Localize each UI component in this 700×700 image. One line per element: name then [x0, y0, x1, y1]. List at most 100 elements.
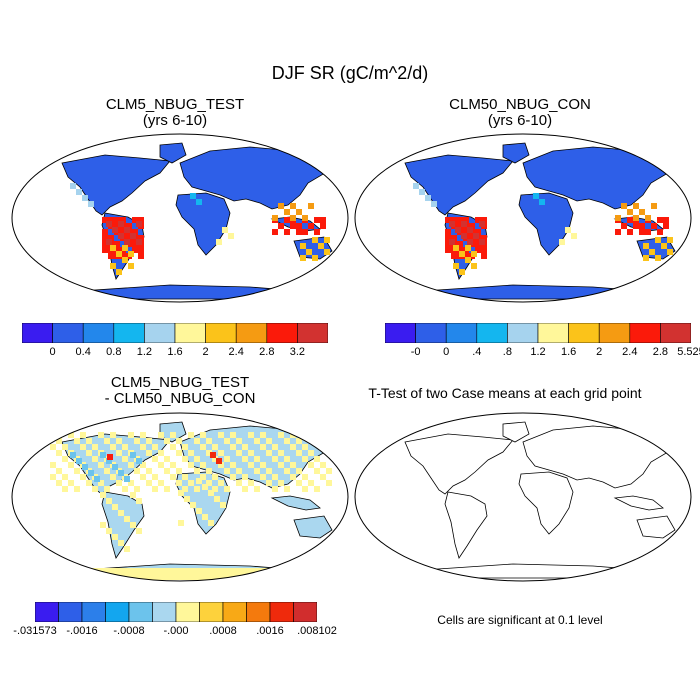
- grid-cell: [290, 474, 296, 480]
- grid-cell: [138, 253, 144, 259]
- grid-cell: [98, 462, 104, 468]
- colorbar-swatch: [235, 323, 268, 343]
- grid-cell: [80, 474, 86, 480]
- colorbar-tick-label: 1.2: [136, 346, 153, 358]
- grid-cell: [98, 574, 104, 580]
- grid-cell: [308, 480, 314, 486]
- grid-cell: [296, 209, 302, 215]
- grid-cell: [158, 462, 164, 468]
- grid-cell: [122, 245, 128, 251]
- grid-cell: [272, 444, 278, 450]
- grid-cell: [110, 245, 116, 251]
- grid-cell: [278, 203, 284, 209]
- grid-cell: [248, 568, 254, 574]
- grid-cell: [146, 568, 152, 574]
- grid-cell: [116, 269, 122, 275]
- grid-cell: [230, 444, 236, 450]
- grid-cell: [260, 462, 266, 468]
- grid-cell: [106, 528, 112, 534]
- grid-cell: [326, 468, 332, 474]
- grid-cell: [98, 480, 104, 486]
- grid-cell: [663, 223, 669, 229]
- grid-cell: [56, 450, 62, 456]
- grid-cell: [284, 574, 290, 580]
- landmass: [444, 491, 488, 559]
- grid-cell: [260, 444, 266, 450]
- grid-cell: [128, 462, 134, 468]
- colorbar-tick-label: .0008: [209, 625, 237, 637]
- grid-cell: [667, 249, 673, 255]
- grid-cell: [74, 438, 80, 444]
- grid-cell: [218, 432, 224, 438]
- grid-cell: [445, 229, 451, 235]
- grid-cell: [272, 215, 278, 221]
- grid-cell: [479, 221, 485, 227]
- landmass: [404, 154, 514, 216]
- grid-cell: [170, 568, 176, 574]
- grid-cell: [272, 229, 278, 235]
- grid-cell: [176, 568, 182, 574]
- grid-cell: [70, 452, 76, 458]
- grid-cell: [102, 235, 108, 241]
- grid-cell: [463, 253, 469, 259]
- grid-cell: [102, 229, 108, 235]
- grid-cell: [308, 450, 314, 456]
- grid-cell: [559, 239, 565, 245]
- grid-cell: [220, 502, 226, 508]
- grid-cell: [431, 201, 437, 207]
- grid-cell: [136, 221, 142, 227]
- colorbar-tick-label: 2: [202, 346, 209, 358]
- grid-cell: [140, 574, 146, 580]
- grid-cell: [320, 474, 326, 480]
- grid-cell: [242, 568, 248, 574]
- colorbar-swatch: [128, 602, 153, 622]
- grid-cell: [308, 462, 314, 468]
- grid-cell: [284, 209, 290, 215]
- grid-cell: [92, 444, 98, 450]
- grid-cell: [152, 574, 158, 580]
- grid-cell: [655, 255, 661, 261]
- grid-cell: [138, 217, 144, 223]
- grid-cell: [188, 462, 194, 468]
- grid-cell: [206, 574, 212, 580]
- grid-cell: [419, 189, 425, 195]
- grid-cell: [300, 255, 306, 261]
- colorbar-swatch: [81, 602, 106, 622]
- grid-cell: [308, 432, 314, 438]
- grid-cell: [272, 568, 278, 574]
- grid-cell: [224, 438, 230, 444]
- grid-cell: [194, 486, 200, 492]
- grid-cell: [236, 450, 242, 456]
- grid-cell: [621, 203, 627, 209]
- grid-cell: [290, 444, 296, 450]
- grid-cell: [104, 468, 110, 474]
- grid-cell: [140, 444, 146, 450]
- grid-cell: [146, 438, 152, 444]
- grid-cell: [82, 195, 88, 201]
- grid-cell: [110, 432, 116, 438]
- grid-cell: [80, 568, 86, 574]
- grid-cell: [457, 223, 463, 229]
- grid-cell: [116, 568, 122, 574]
- grid-cell: [50, 444, 56, 450]
- colorbar-swatch: [205, 323, 237, 343]
- grid-cell: [134, 568, 140, 574]
- grid-cell: [194, 468, 200, 474]
- grid-cell: [571, 233, 577, 239]
- grid-cell: [645, 229, 651, 235]
- grid-cell: [170, 432, 176, 438]
- grid-cell: [457, 247, 463, 253]
- grid-cell: [266, 438, 272, 444]
- landmass: [518, 192, 574, 256]
- grid-cell: [284, 438, 290, 444]
- colorbar-control-labels: -0 0 .4 .8 1.2 1.6 2 2.4 2.8 5.525: [385, 346, 700, 360]
- grid-cell: [302, 444, 308, 450]
- grid-cell: [200, 574, 206, 580]
- grid-cell: [242, 486, 248, 492]
- landmass: [293, 515, 333, 539]
- grid-cell: [284, 568, 290, 574]
- grid-cell: [457, 241, 463, 247]
- grid-cell: [216, 239, 222, 245]
- grid-cell: [475, 241, 481, 247]
- grid-cell: [182, 574, 188, 580]
